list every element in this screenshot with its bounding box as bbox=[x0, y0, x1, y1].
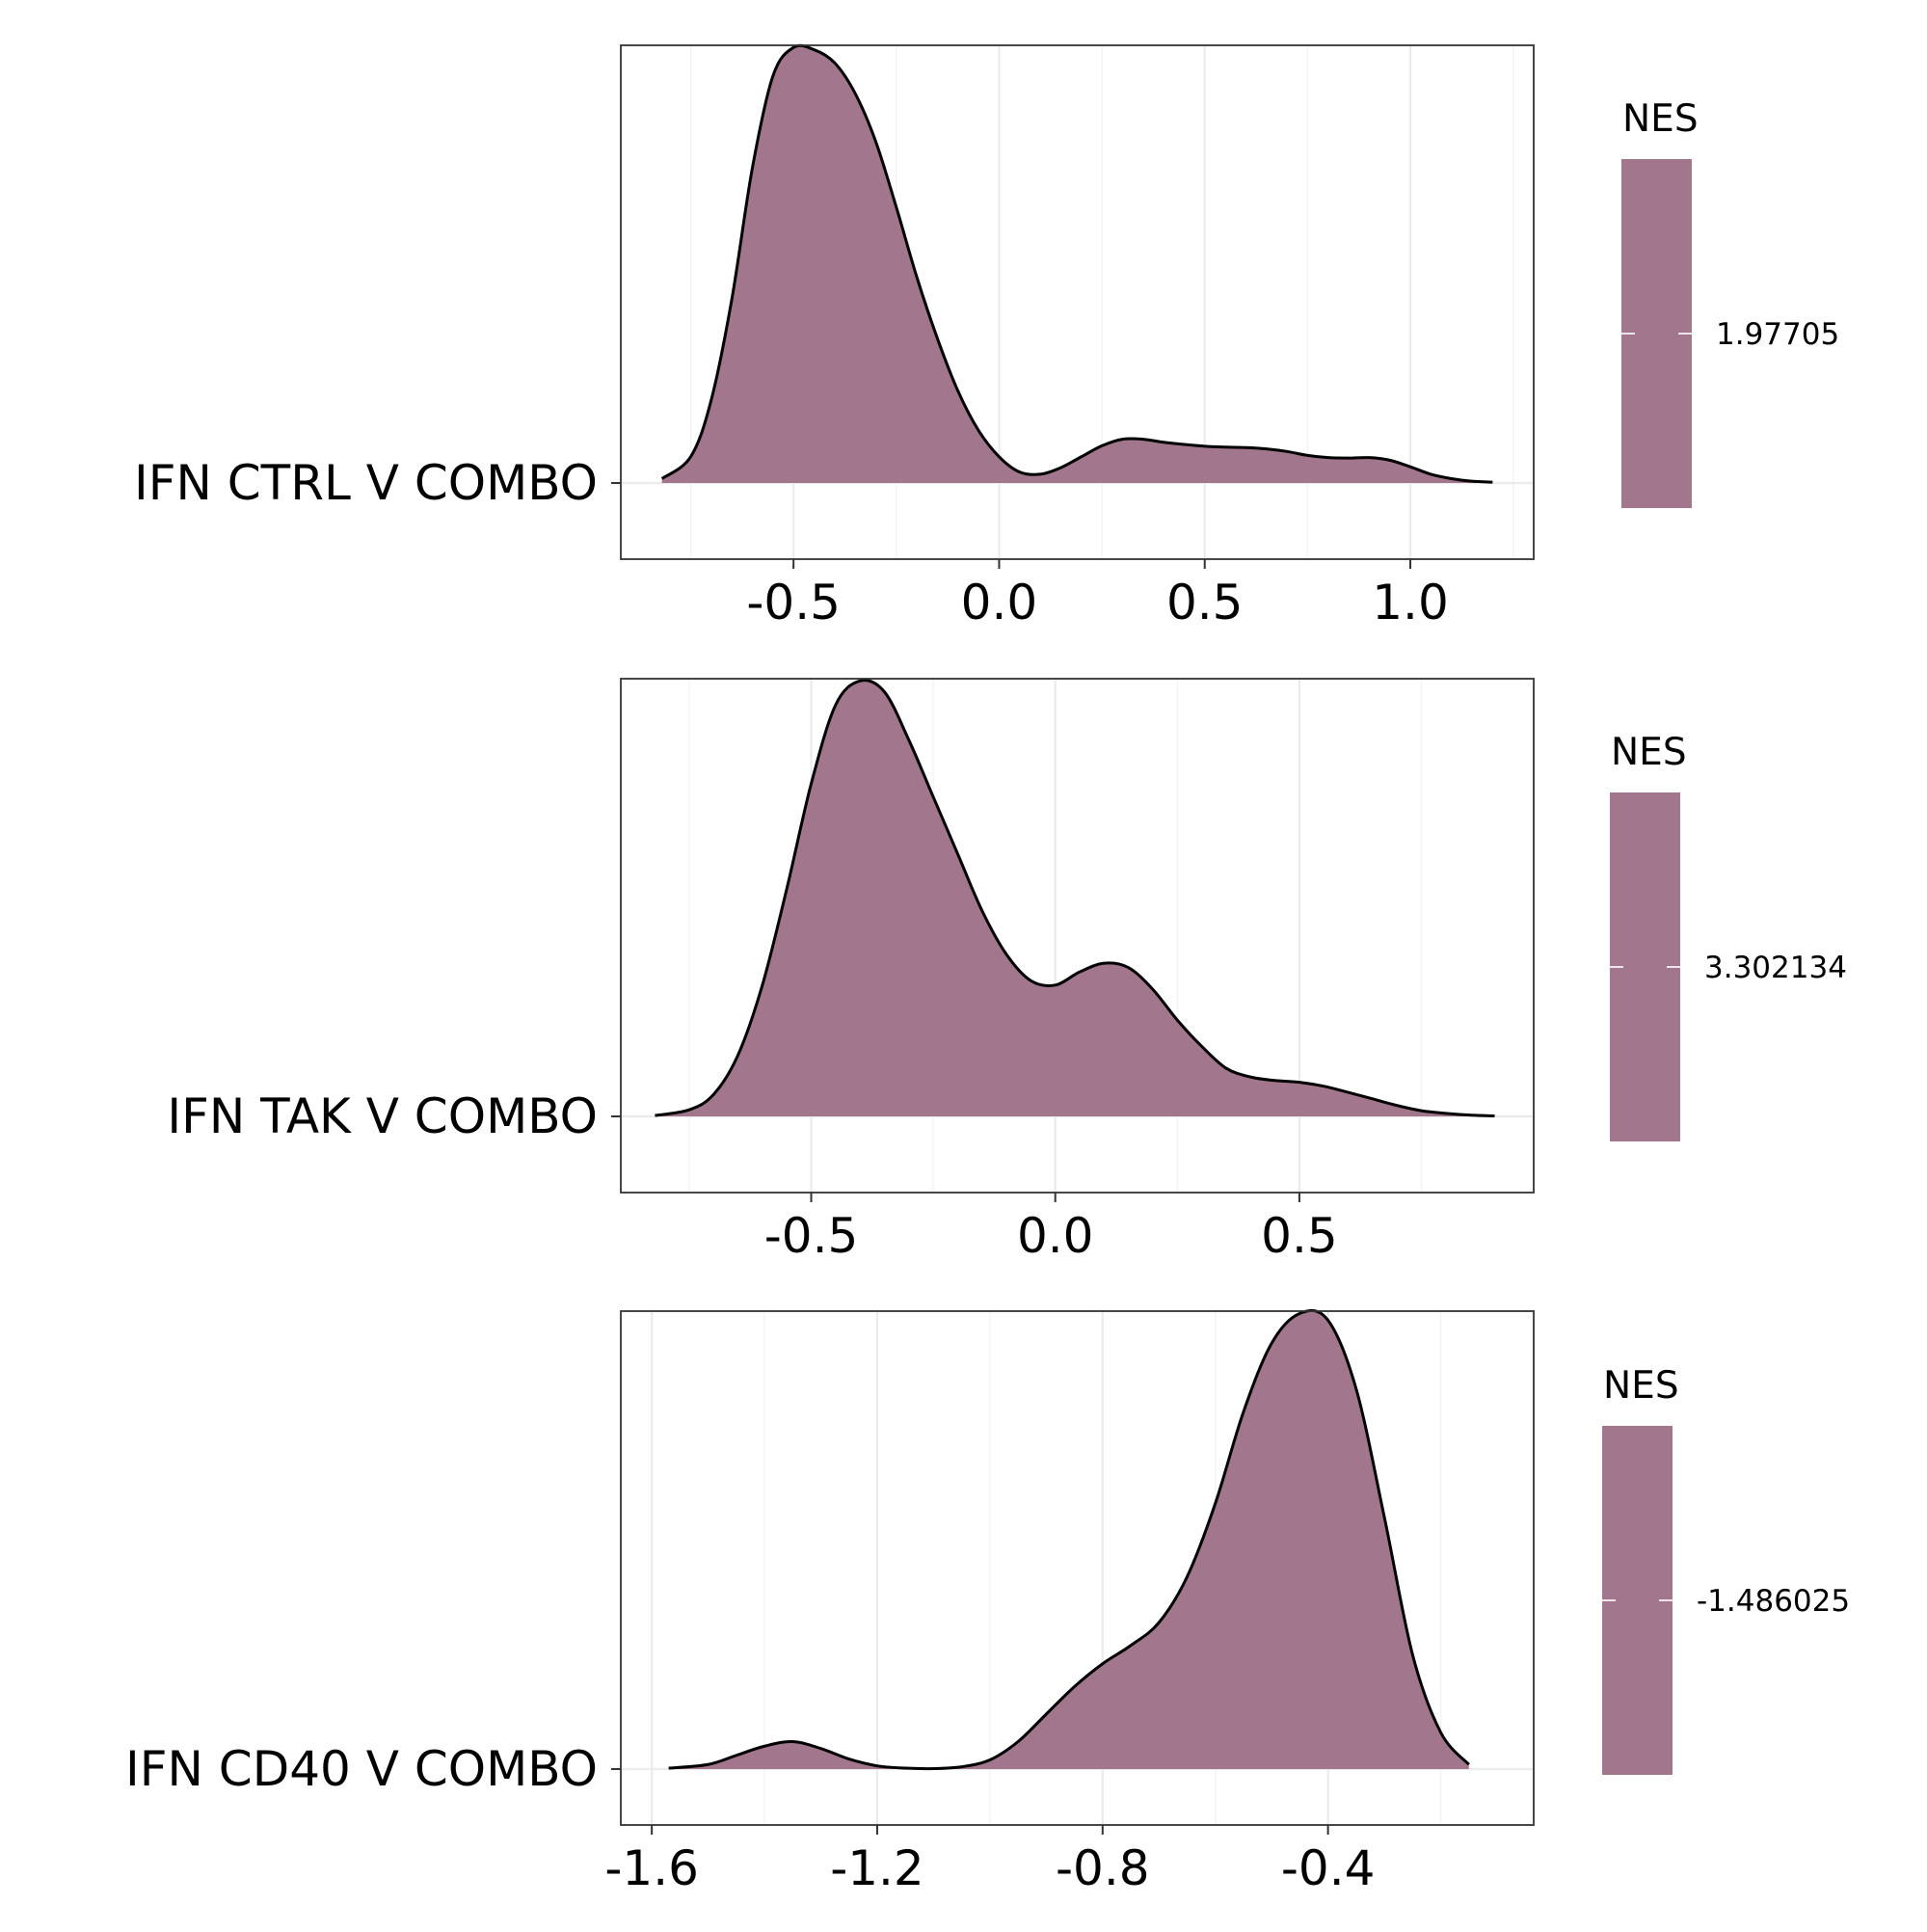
x-tick-label: -0.5 bbox=[746, 575, 841, 631]
x-tick-label: -0.4 bbox=[1281, 1840, 1376, 1896]
y-category-label: IFN CD40 V COMBO bbox=[125, 1741, 598, 1797]
panel-border bbox=[620, 1310, 1535, 1826]
panel-3: IFN CD40 V COMBO-1.6 -1.2 -0.8 -0.4 NES -1.48… bbox=[125, 1308, 1850, 1896]
panel-border bbox=[620, 678, 1535, 1194]
x-tick-label: -0.5 bbox=[764, 1208, 859, 1264]
x-tick-label: -1.6 bbox=[604, 1840, 699, 1896]
density-area bbox=[661, 45, 1493, 484]
legend: NES -1.486025 bbox=[1602, 1364, 1850, 1775]
legend-value-label: 3.302134 bbox=[1704, 951, 1847, 985]
x-tick-label: -0.8 bbox=[1056, 1840, 1150, 1896]
density-area bbox=[655, 680, 1495, 1116]
density-line bbox=[668, 1308, 1470, 1771]
legend-title: NES bbox=[1611, 731, 1687, 774]
panel-2: IFN TAK V COMBO -0.5 0.0 0.5 NES 3.302134 bbox=[167, 678, 1847, 1264]
legend-value-label: -1.486025 bbox=[1697, 1584, 1850, 1619]
density-line bbox=[660, 43, 1493, 484]
legend: NES 3.302134 bbox=[1610, 731, 1847, 1141]
density-area bbox=[668, 1310, 1469, 1769]
x-tick-label: 1.0 bbox=[1372, 575, 1449, 631]
legend: NES 1.97705 bbox=[1621, 97, 1839, 508]
density-line bbox=[655, 679, 1495, 1118]
x-tick-label: 0.0 bbox=[961, 575, 1038, 631]
legend-value-label: 1.97705 bbox=[1716, 317, 1839, 352]
panel-border bbox=[620, 44, 1535, 560]
legend-title: NES bbox=[1622, 97, 1699, 141]
x-tick-label: 0.0 bbox=[1017, 1208, 1094, 1264]
panel-1: IFN CTRL V COMBO -0.5 0.0 0.5 1.0 NES 1.97705 bbox=[134, 43, 1839, 631]
y-category-label: IFN TAK V COMBO bbox=[167, 1088, 598, 1144]
x-tick-label: 0.5 bbox=[1261, 1208, 1338, 1264]
x-tick-label: 0.5 bbox=[1166, 575, 1244, 631]
legend-title: NES bbox=[1603, 1364, 1679, 1408]
y-category-label: IFN CTRL V COMBO bbox=[134, 455, 598, 511]
x-tick-label: -1.2 bbox=[830, 1840, 924, 1896]
